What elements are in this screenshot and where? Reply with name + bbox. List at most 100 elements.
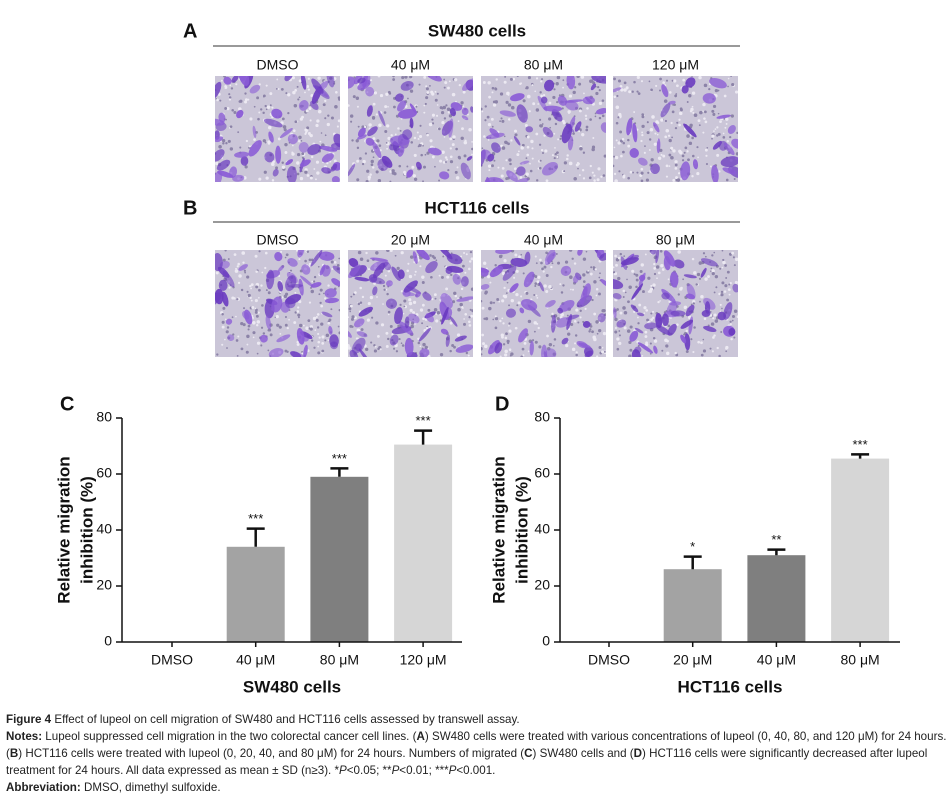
- pore: [593, 280, 597, 284]
- pore: [551, 154, 554, 157]
- pore: [448, 80, 451, 83]
- pore: [254, 254, 258, 258]
- pore: [639, 173, 643, 178]
- pore: [503, 80, 507, 84]
- cell: [400, 81, 414, 91]
- cell: [630, 304, 639, 313]
- pore: [657, 300, 660, 304]
- cell: [700, 258, 718, 267]
- pore: [675, 176, 679, 180]
- pore: [572, 90, 576, 95]
- pore: [258, 83, 261, 86]
- pore: [307, 88, 311, 91]
- pore: [425, 96, 429, 100]
- pore: [232, 333, 235, 336]
- pore: [426, 325, 429, 328]
- pore: [730, 114, 734, 118]
- cell: [252, 125, 257, 138]
- pore: [577, 321, 580, 324]
- pore: [326, 122, 330, 127]
- pore: [591, 330, 594, 334]
- error-bar: [767, 548, 786, 556]
- pore: [683, 305, 688, 310]
- pore: [652, 316, 655, 320]
- cell: [215, 118, 225, 126]
- pore: [724, 126, 727, 129]
- pore: [548, 101, 552, 105]
- pore: [254, 310, 258, 314]
- pore: [712, 317, 715, 320]
- pore: [323, 292, 325, 295]
- pore: [282, 125, 287, 129]
- y-tick-label: 0: [542, 633, 550, 649]
- pore: [534, 90, 537, 93]
- pore: [386, 292, 389, 296]
- pore: [499, 120, 502, 123]
- pore: [641, 124, 645, 129]
- pore: [469, 250, 473, 254]
- pore: [385, 288, 388, 291]
- cell: [373, 262, 385, 279]
- cell: [488, 339, 500, 355]
- pore: [646, 131, 650, 135]
- pore: [697, 156, 699, 159]
- pore: [670, 146, 674, 150]
- pore: [733, 264, 736, 267]
- pore: [218, 145, 222, 149]
- cell: [452, 273, 461, 285]
- pore: [514, 133, 518, 137]
- pore: [539, 91, 542, 94]
- pore: [678, 149, 682, 153]
- pore: [445, 287, 449, 291]
- pore: [655, 84, 658, 88]
- cell: [385, 298, 398, 309]
- pore: [644, 330, 648, 334]
- pore: [711, 137, 713, 140]
- pore: [430, 275, 433, 279]
- pore: [309, 133, 313, 138]
- pore: [688, 94, 692, 98]
- pore: [261, 271, 264, 274]
- pore: [250, 299, 253, 302]
- pore: [220, 79, 223, 82]
- pore: [256, 320, 261, 324]
- pore: [520, 253, 523, 256]
- pore: [505, 292, 508, 295]
- pore: [368, 123, 372, 127]
- pore: [688, 141, 693, 146]
- pore: [613, 266, 615, 269]
- cell: [268, 348, 284, 357]
- caption-run: P: [448, 764, 457, 777]
- pore: [467, 354, 470, 357]
- caption-run: B: [9, 747, 19, 760]
- pore: [350, 120, 353, 123]
- pore: [324, 339, 327, 342]
- pore: [677, 172, 681, 175]
- pore: [681, 154, 685, 158]
- panel-title: HCT116 cells: [425, 198, 530, 217]
- pore: [444, 156, 448, 159]
- cell: [242, 311, 250, 320]
- pore: [522, 354, 525, 357]
- pore: [656, 277, 658, 280]
- cell: [277, 280, 284, 292]
- pore: [468, 324, 472, 327]
- pore: [711, 271, 715, 276]
- pore: [735, 257, 738, 262]
- pore: [645, 341, 648, 345]
- pore: [692, 350, 695, 354]
- pore: [614, 254, 617, 258]
- cell: [274, 251, 283, 262]
- pore: [598, 345, 602, 349]
- pore: [306, 250, 310, 254]
- pore: [560, 312, 564, 317]
- pore: [236, 298, 239, 301]
- pore: [673, 103, 676, 106]
- pore: [245, 350, 249, 354]
- pore: [527, 76, 532, 80]
- pore: [615, 139, 618, 142]
- pore: [629, 348, 633, 352]
- pore: [304, 128, 308, 132]
- pore: [463, 140, 468, 145]
- pore: [294, 120, 298, 124]
